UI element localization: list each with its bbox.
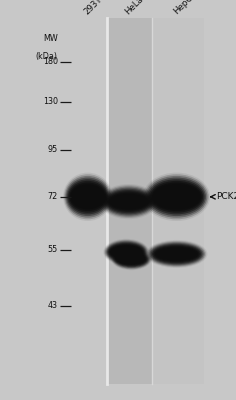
Ellipse shape — [99, 184, 158, 219]
Ellipse shape — [111, 248, 152, 270]
Bar — [71, 18, 204, 384]
Ellipse shape — [112, 249, 151, 270]
Bar — [152, 18, 204, 384]
Ellipse shape — [156, 248, 197, 260]
Ellipse shape — [153, 246, 200, 262]
Ellipse shape — [144, 174, 209, 219]
Text: 180: 180 — [43, 58, 58, 66]
Ellipse shape — [102, 186, 155, 217]
Ellipse shape — [154, 186, 199, 208]
Ellipse shape — [106, 242, 146, 262]
Ellipse shape — [143, 173, 210, 221]
Ellipse shape — [64, 174, 112, 219]
Ellipse shape — [117, 254, 146, 265]
Ellipse shape — [70, 184, 105, 210]
Ellipse shape — [108, 192, 149, 211]
Text: 293T: 293T — [83, 0, 104, 16]
Ellipse shape — [103, 188, 154, 216]
Ellipse shape — [155, 247, 198, 261]
Bar — [71, 18, 107, 384]
Text: HepG2: HepG2 — [172, 0, 199, 16]
Ellipse shape — [152, 245, 201, 263]
Text: 43: 43 — [48, 302, 58, 310]
Ellipse shape — [105, 240, 147, 264]
Ellipse shape — [109, 244, 143, 260]
Ellipse shape — [68, 181, 107, 213]
Ellipse shape — [114, 251, 148, 267]
Ellipse shape — [69, 182, 106, 211]
Ellipse shape — [103, 239, 149, 265]
Text: 72: 72 — [48, 192, 58, 201]
Ellipse shape — [105, 190, 152, 213]
Ellipse shape — [114, 250, 149, 268]
Ellipse shape — [63, 173, 113, 221]
Text: 130: 130 — [43, 98, 58, 106]
Ellipse shape — [65, 176, 110, 218]
Text: MW: MW — [43, 34, 58, 43]
Ellipse shape — [148, 242, 205, 266]
Ellipse shape — [107, 191, 151, 212]
Ellipse shape — [113, 250, 150, 269]
Ellipse shape — [107, 242, 145, 262]
Ellipse shape — [111, 246, 142, 258]
Text: PCK2: PCK2 — [216, 192, 236, 201]
Ellipse shape — [149, 243, 204, 265]
Ellipse shape — [104, 189, 153, 214]
Ellipse shape — [108, 243, 144, 261]
Text: HeLa: HeLa — [123, 0, 145, 16]
Ellipse shape — [71, 186, 104, 208]
Ellipse shape — [109, 194, 148, 210]
Ellipse shape — [151, 182, 202, 211]
Ellipse shape — [67, 179, 109, 214]
Ellipse shape — [147, 178, 206, 216]
Ellipse shape — [66, 178, 110, 216]
Ellipse shape — [148, 179, 205, 214]
Ellipse shape — [110, 245, 143, 259]
Text: (kDa): (kDa) — [36, 52, 58, 61]
Ellipse shape — [115, 252, 148, 266]
Ellipse shape — [151, 244, 202, 264]
Text: 95: 95 — [48, 146, 58, 154]
Text: 55: 55 — [48, 246, 58, 254]
Ellipse shape — [146, 240, 207, 268]
Ellipse shape — [146, 176, 207, 218]
Bar — [107, 18, 152, 384]
Ellipse shape — [118, 254, 145, 264]
Ellipse shape — [150, 181, 203, 213]
Ellipse shape — [101, 185, 157, 218]
Ellipse shape — [116, 253, 147, 266]
Ellipse shape — [147, 241, 206, 267]
Ellipse shape — [153, 184, 200, 210]
Ellipse shape — [104, 240, 148, 264]
